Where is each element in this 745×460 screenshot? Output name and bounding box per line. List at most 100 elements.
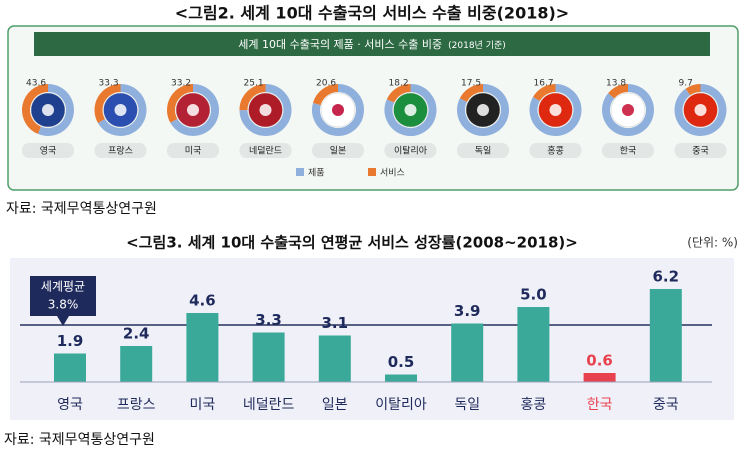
donut-segment	[312, 84, 339, 106]
data-label: 2.4	[123, 325, 150, 343]
category-label: 한국	[620, 146, 637, 157]
category-pill	[22, 143, 74, 158]
legend-label: 제품	[308, 168, 325, 179]
category-label: 독일	[475, 146, 492, 157]
data-label: 18.2	[389, 79, 409, 89]
category-label: 중국	[692, 146, 709, 157]
bar	[649, 289, 682, 382]
flag-emblem	[42, 104, 54, 116]
data-label: 3.9	[454, 302, 481, 320]
donut-segment	[602, 84, 654, 136]
category-pill	[384, 143, 437, 158]
donut-segment	[685, 84, 701, 96]
data-label: 13.8	[606, 79, 626, 89]
reference-box	[30, 276, 96, 316]
donut-segment	[532, 84, 556, 102]
category-label: 홍콩	[547, 145, 564, 157]
category-pill	[457, 143, 509, 158]
chart-subtitle: 세계 10대 수출국의 제품 · 서비스 수출 비중 (2018년 기준)	[238, 38, 506, 51]
category-label: 한국	[587, 397, 613, 413]
bar	[186, 313, 219, 382]
category-pill	[312, 143, 364, 158]
donut-segment	[94, 84, 121, 123]
data-label: 16.7	[534, 79, 554, 89]
category-label: 영국	[40, 146, 57, 157]
category-label: 중국	[653, 397, 679, 413]
subtitle-banner	[34, 32, 710, 56]
data-label: 33.3	[99, 79, 119, 89]
bar	[120, 346, 153, 382]
flag-emblem	[622, 104, 634, 116]
donut-segment	[386, 84, 411, 103]
flag-emblem	[332, 104, 344, 116]
unit-label: (단위: %)	[687, 236, 738, 250]
category-label: 홍콩	[521, 397, 547, 413]
source: 자료: 국제무역통상연구원	[6, 201, 157, 217]
donut-segment	[170, 84, 219, 136]
reference-label: 3.8%	[48, 298, 79, 312]
category-pill	[94, 143, 147, 158]
category-label: 일본	[322, 397, 348, 413]
data-label: 5.0	[520, 286, 547, 304]
figure-frame	[10, 258, 734, 420]
donut-segment	[239, 84, 266, 111]
data-label: 6.2	[653, 268, 680, 286]
chart-title: <그림2. 세계 10대 수출국의 서비스 수출 비중(2018)>	[175, 4, 569, 23]
donut-segment	[37, 84, 74, 136]
category-pill	[529, 143, 582, 158]
subtitle-note: (2018년 기준)	[448, 40, 506, 51]
category-label: 프랑스	[117, 397, 156, 413]
bar	[451, 323, 484, 382]
donut-segment	[459, 84, 484, 103]
donut-segment	[97, 84, 147, 136]
donut-segment	[674, 84, 727, 136]
data-label: 33.2	[171, 79, 191, 89]
bar	[318, 335, 351, 382]
data-label: 9.7	[679, 79, 693, 89]
category-label: 이탈리아	[394, 146, 428, 157]
subtitle-text: 세계 10대 수출국의 제품 · 서비스 수출 비중	[238, 38, 442, 51]
reference-name: 세계평균	[41, 280, 85, 294]
donut-segment	[22, 84, 49, 134]
category-label: 네덜란드	[249, 145, 282, 157]
data-label: 0.6	[586, 352, 613, 370]
data-label: 43.6	[26, 79, 46, 89]
flag-emblem	[477, 104, 489, 116]
flag-emblem	[549, 104, 562, 116]
category-label: 프랑스	[108, 145, 133, 157]
bar	[385, 374, 417, 382]
chart-title: <그림3. 세계 10대 수출국의 연평균 서비스 성장률(2008~2018)…	[126, 234, 578, 252]
data-label: 3.1	[322, 314, 349, 332]
donut-segment	[384, 84, 437, 136]
data-label: 20.6	[316, 79, 336, 89]
category-pill	[674, 143, 727, 158]
flag-emblem	[694, 104, 707, 116]
donut-segment	[457, 84, 509, 136]
category-label: 이탈리아	[375, 397, 427, 413]
data-label: 0.5	[388, 353, 415, 371]
category-pill	[167, 143, 219, 158]
flag-emblem	[259, 104, 272, 116]
category-label: 영국	[57, 397, 83, 413]
category-label: 일본	[330, 146, 347, 157]
bar	[517, 307, 550, 382]
flag-emblem	[404, 104, 417, 116]
category-label: 미국	[185, 146, 202, 157]
legend-label: 서비스	[380, 168, 405, 179]
data-label: 17.5	[461, 79, 481, 89]
flag-emblem	[187, 104, 199, 116]
reference-pointer	[57, 316, 69, 326]
category-pill	[239, 143, 292, 158]
data-label: 25.1	[244, 79, 264, 89]
category-label: 미국	[190, 397, 216, 413]
bar	[54, 353, 86, 382]
category-pill	[602, 143, 654, 158]
donut-segment	[239, 84, 292, 136]
legend-swatch	[368, 168, 376, 176]
category-label: 독일	[454, 397, 480, 413]
source: 자료: 국제무역통상연구원	[4, 432, 155, 448]
bar	[583, 373, 616, 382]
donut-segment	[608, 84, 629, 99]
donut-segment	[529, 84, 582, 136]
